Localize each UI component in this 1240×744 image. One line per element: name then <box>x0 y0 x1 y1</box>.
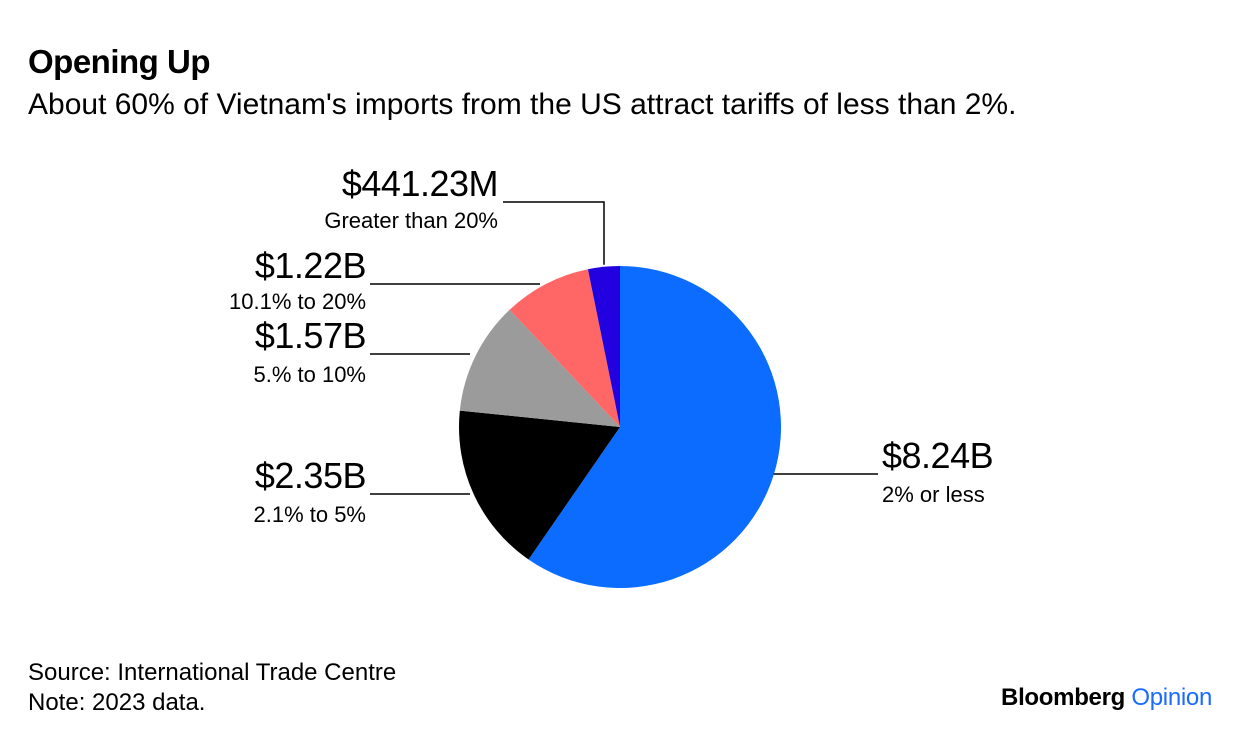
brand-logo: Bloomberg Opinion <box>1001 684 1212 712</box>
slice-category-label-greater-than-20: Greater than 20% <box>324 208 498 233</box>
footer: Source: International Trade Centre Note:… <box>28 658 396 718</box>
chart-subtitle: About 60% of Vietnam's imports from the … <box>28 88 1017 121</box>
slice-value-label-2-1-to-5: $2.35B <box>255 455 366 496</box>
pie-slice-10-1-to-20 <box>509 269 620 427</box>
chart-title: Opening Up <box>28 43 210 80</box>
brand-name: Bloomberg <box>1001 684 1125 711</box>
slice-value-label-10-1-to-20: $1.22B <box>255 245 366 286</box>
source-note: Source: International Trade Centre <box>28 659 397 686</box>
slice-value-label-greater-than-20: $441.23M <box>342 163 498 204</box>
pie-slice-2-1-to-5 <box>458 410 620 560</box>
leader-line-greater-than-20 <box>503 201 605 265</box>
pie-slice-5-to-10 <box>459 309 620 427</box>
pie-slice-greater-than-20 <box>587 266 620 427</box>
slice-category-label-2-or-less: 2% or less <box>882 482 985 507</box>
slice-category-label-5-to-10: 5.% to 10% <box>253 362 366 387</box>
slice-value-label-2-or-less: $8.24B <box>882 435 993 476</box>
data-note: Note: 2023 data. <box>28 689 206 716</box>
slice-value-label-5-to-10: $1.57B <box>255 315 366 356</box>
brand-section: Opinion <box>1131 684 1212 711</box>
slice-category-label-10-1-to-20: 10.1% to 20% <box>229 289 366 314</box>
pie-slice-2-or-less <box>528 266 782 588</box>
slice-category-label-2-1-to-5: 2.1% to 5% <box>253 502 366 527</box>
